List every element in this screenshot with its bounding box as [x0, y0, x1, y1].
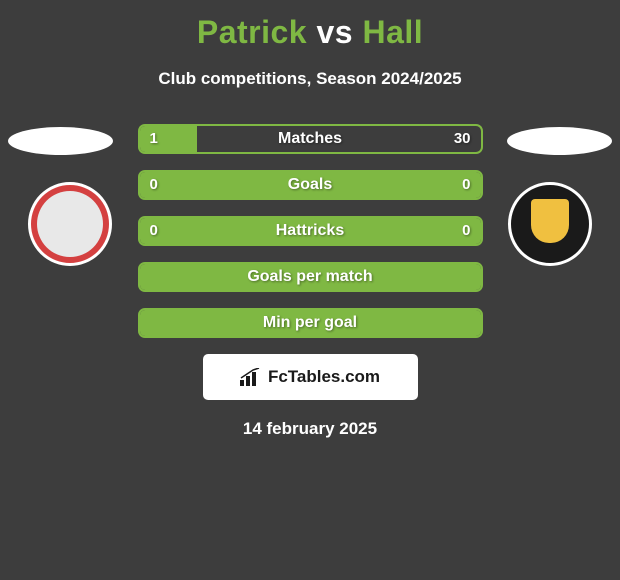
subtitle: Club competitions, Season 2024/2025	[0, 69, 620, 89]
stat-right-value: 0	[462, 218, 470, 244]
player2-avatar-placeholder	[507, 127, 612, 155]
club1-crest	[28, 182, 112, 266]
stat-row: Goals per match	[138, 262, 483, 292]
player1-avatar-placeholder	[8, 127, 113, 155]
stat-label: Goals per match	[140, 264, 481, 290]
stat-row: 1Matches30	[138, 124, 483, 154]
stat-row: Min per goal	[138, 308, 483, 338]
match-date: 14 february 2025	[0, 419, 620, 439]
stat-right-value: 0	[462, 172, 470, 198]
vs-label: vs	[316, 14, 353, 50]
player2-name: Hall	[362, 14, 423, 50]
player1-name: Patrick	[197, 14, 307, 50]
fctables-text: FcTables.com	[268, 367, 380, 387]
chart-icon	[240, 368, 262, 386]
stat-label: Min per goal	[140, 310, 481, 336]
stat-row: 0Goals0	[138, 170, 483, 200]
stats-container: 1Matches300Goals00Hattricks0Goals per ma…	[138, 124, 483, 338]
comparison-title: Patrick vs Hall	[0, 0, 620, 51]
stat-label: Goals	[140, 172, 481, 198]
stat-row: 0Hattricks0	[138, 216, 483, 246]
content-area: 1Matches300Goals00Hattricks0Goals per ma…	[0, 124, 620, 439]
fctables-logo: FcTables.com	[203, 354, 418, 400]
club2-crest	[508, 182, 592, 266]
stat-label: Matches	[140, 126, 481, 152]
stat-right-value: 30	[454, 126, 471, 152]
stat-label: Hattricks	[140, 218, 481, 244]
